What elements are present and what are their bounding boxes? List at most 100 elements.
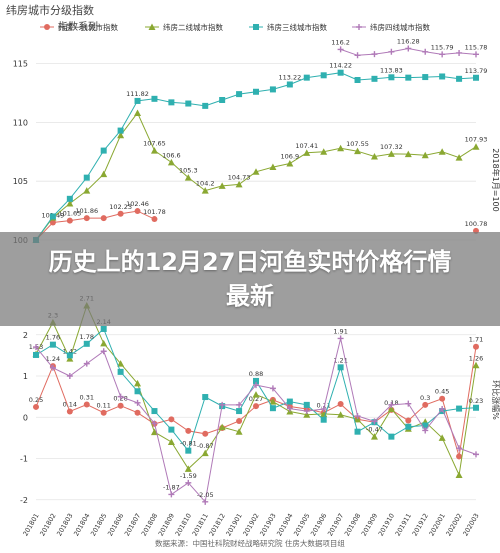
bottom-data-label: 0.45 xyxy=(435,388,449,396)
top-data-point xyxy=(387,150,395,157)
bottom-data-point xyxy=(320,416,327,423)
top-data-point xyxy=(337,46,344,53)
legend-marker xyxy=(356,24,362,30)
top-data-point xyxy=(201,187,209,194)
top-data-point xyxy=(252,168,260,175)
top-data-label: 115.78 xyxy=(465,43,488,51)
top-data-point xyxy=(235,180,243,188)
bottom-data-label: 1.21 xyxy=(333,356,347,364)
top-data-point xyxy=(83,174,90,181)
top-data-point xyxy=(388,74,395,81)
bottom-data-point xyxy=(439,395,446,402)
top-data-point xyxy=(320,72,327,79)
bottom-data-label: -2.05 xyxy=(197,491,214,499)
bottom-data-point xyxy=(422,401,429,408)
bottom-series-line xyxy=(35,328,477,452)
top-data-point xyxy=(303,149,311,156)
bottom-data-point xyxy=(405,400,412,407)
bottom-data-point xyxy=(320,406,327,412)
bottom-data-point xyxy=(201,449,209,457)
top-series-2: 107.65 106.6 105.3 104.2 104.73 106.9 107.41 10… xyxy=(32,109,487,243)
top-data-point xyxy=(134,208,141,215)
top-data-label: 102.46 xyxy=(126,200,149,208)
bottom-data-point xyxy=(33,344,39,351)
top-series-4: 116.2 116.28 115.79 115.78 xyxy=(331,37,488,59)
bottom-data-point xyxy=(168,491,175,498)
bottom-data-point xyxy=(168,426,175,433)
top-data-point xyxy=(66,200,74,207)
bottom-data-label: 1.76 xyxy=(46,334,60,342)
bottom-data-point xyxy=(253,377,259,384)
top-data-label: 106.9 xyxy=(281,153,300,161)
bottom-data-point xyxy=(473,404,479,411)
top-data-point xyxy=(151,95,158,102)
bottom-data-point xyxy=(83,340,90,347)
top-data-point xyxy=(66,195,73,202)
top-data-point xyxy=(286,81,293,88)
bottom-data-point xyxy=(151,408,158,415)
top-data-point xyxy=(100,215,107,222)
top-data-point xyxy=(219,97,226,103)
top-data-point xyxy=(388,48,395,55)
bottom-chart: -2-10120.251.240.140.310.110.280.270.110… xyxy=(20,294,483,505)
bottom-data-point xyxy=(405,423,412,430)
top-data-point xyxy=(100,170,108,178)
bottom-data-point xyxy=(100,325,107,332)
top-series-1: 101.49101.65101.86102.23102.46101.78100.… xyxy=(33,200,487,243)
bottom-data-point xyxy=(337,335,344,342)
bottom-data-label: 0.25 xyxy=(29,396,43,404)
top-y-tick-label: 105 xyxy=(13,177,28,186)
top-data-point xyxy=(370,152,378,160)
bottom-data-label: 0.11 xyxy=(316,402,330,410)
top-data-point xyxy=(49,219,56,226)
top-data-point xyxy=(83,215,90,222)
bottom-data-point xyxy=(269,405,276,412)
bottom-data-label: 0.31 xyxy=(80,393,94,401)
top-y-tick-label: 110 xyxy=(13,118,28,127)
top-data-label: 106.6 xyxy=(162,151,181,159)
top-data-label: 100.78 xyxy=(465,220,488,228)
bottom-data-point xyxy=(439,406,446,412)
top-data-label: 104.2 xyxy=(196,180,215,188)
bottom-data-point xyxy=(150,428,158,436)
bottom-data-label: 0.23 xyxy=(469,397,483,405)
bottom-series-4: -1.87-1.59 -2.05 1.91 xyxy=(33,327,479,505)
top-data-point xyxy=(456,75,463,82)
bottom-data-point xyxy=(33,351,39,358)
bottom-data-point xyxy=(236,417,243,424)
bottom-data-point xyxy=(218,423,226,431)
bottom-data-label: 0.3 xyxy=(420,394,430,402)
x-tick-label: 202003 xyxy=(461,512,480,538)
bottom-data-point xyxy=(117,368,124,375)
bottom-data-point xyxy=(83,401,90,408)
x-axis: 2018012018022018032018042018052018062018… xyxy=(21,512,480,538)
top-data-point xyxy=(438,148,446,155)
bottom-data-point xyxy=(134,409,141,416)
bottom-data-point xyxy=(472,361,480,369)
bottom-data-point xyxy=(49,364,56,371)
bottom-data-label: -1.87 xyxy=(163,483,180,491)
bottom-data-label: 1.26 xyxy=(469,354,483,362)
legend-entry: 纬房一线城市指数 xyxy=(58,22,118,32)
top-data-label: 116.28 xyxy=(397,37,420,45)
bottom-data-point xyxy=(236,401,243,408)
bottom-data-point xyxy=(185,479,192,486)
bottom-y-tick-label: 2 xyxy=(23,331,28,340)
bottom-data-point xyxy=(134,388,141,395)
top-data-point xyxy=(66,217,73,224)
bottom-data-label: 0.27 xyxy=(249,395,263,403)
bottom-data-point xyxy=(117,402,124,409)
bottom-y-tick-label: -2 xyxy=(20,496,28,505)
bottom-data-point xyxy=(303,401,310,408)
bottom-data-point xyxy=(66,408,73,415)
top-data-point xyxy=(134,109,142,116)
top-data-point xyxy=(286,160,294,167)
bottom-data-point xyxy=(134,399,141,406)
bottom-data-point xyxy=(168,416,175,423)
bottom-data-point xyxy=(438,434,446,441)
top-data-point xyxy=(337,144,345,152)
top-data-point xyxy=(473,51,479,58)
top-data-point xyxy=(422,74,429,81)
bottom-data-point xyxy=(253,382,259,389)
